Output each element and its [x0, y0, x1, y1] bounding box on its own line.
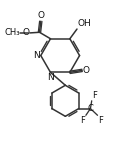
Text: N: N	[47, 73, 54, 82]
Text: C: C	[87, 104, 93, 113]
Text: F: F	[98, 116, 103, 125]
Text: O: O	[83, 66, 90, 75]
Text: F: F	[80, 116, 85, 125]
Text: OH: OH	[78, 19, 91, 28]
Text: CH₃: CH₃	[4, 28, 20, 37]
Text: F: F	[92, 91, 97, 100]
Text: O: O	[22, 28, 29, 37]
Text: N: N	[33, 51, 40, 60]
Text: O: O	[37, 11, 44, 20]
